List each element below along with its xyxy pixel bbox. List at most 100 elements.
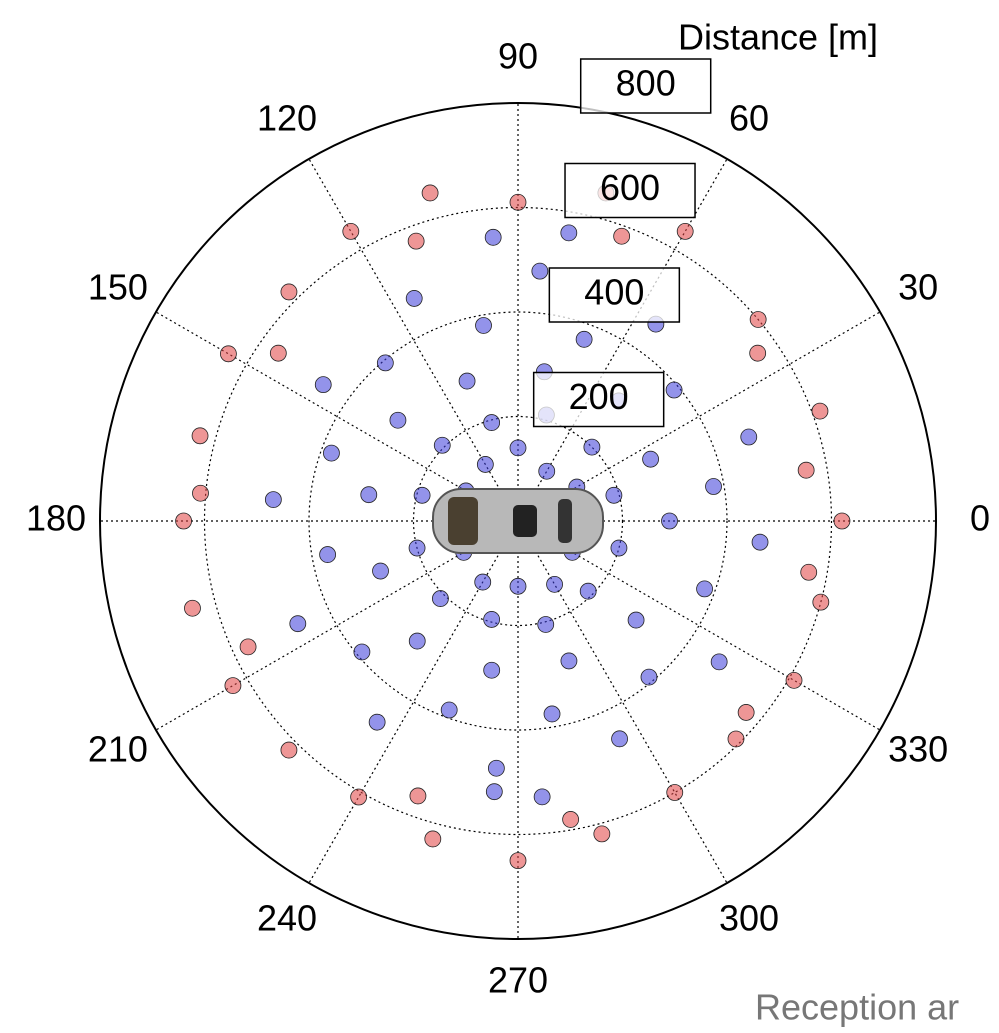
theta-tick-label: 240 bbox=[257, 898, 317, 939]
point bbox=[711, 654, 727, 670]
theta-tick-label: 60 bbox=[729, 97, 769, 138]
point bbox=[484, 415, 500, 431]
point bbox=[351, 789, 367, 805]
point bbox=[192, 485, 208, 501]
axis-label: Distance [m] bbox=[678, 17, 878, 58]
r-tick-label: 400 bbox=[584, 272, 644, 313]
point bbox=[408, 233, 424, 249]
point bbox=[225, 678, 241, 694]
point bbox=[738, 704, 754, 720]
footer-text: Reception ar bbox=[755, 987, 959, 1028]
point bbox=[611, 540, 627, 556]
point bbox=[561, 225, 577, 241]
point bbox=[220, 346, 236, 362]
point bbox=[801, 564, 817, 580]
point bbox=[361, 487, 377, 503]
point bbox=[576, 331, 592, 347]
point bbox=[432, 591, 448, 607]
point bbox=[813, 594, 829, 610]
chart: Distance [m] Reception ar 03060901201501… bbox=[0, 0, 999, 1028]
point bbox=[563, 811, 579, 827]
point bbox=[323, 445, 339, 461]
point bbox=[641, 669, 657, 685]
point bbox=[410, 788, 426, 804]
theta-tick-label: 330 bbox=[888, 729, 948, 770]
point bbox=[584, 439, 600, 455]
point bbox=[750, 311, 766, 327]
point bbox=[409, 633, 425, 649]
point bbox=[538, 616, 554, 632]
point bbox=[484, 662, 500, 678]
point bbox=[544, 706, 560, 722]
point bbox=[666, 382, 682, 398]
point bbox=[612, 731, 628, 747]
point bbox=[728, 731, 744, 747]
point bbox=[786, 672, 802, 688]
theta-tick-label: 300 bbox=[719, 898, 779, 939]
point bbox=[354, 644, 370, 660]
point bbox=[281, 284, 297, 300]
point bbox=[315, 377, 331, 393]
point bbox=[510, 194, 526, 210]
point bbox=[580, 583, 596, 599]
point bbox=[485, 229, 501, 245]
point bbox=[677, 223, 693, 239]
point bbox=[697, 581, 713, 597]
point bbox=[547, 576, 563, 592]
point bbox=[425, 831, 441, 847]
theta-tick-label: 120 bbox=[257, 97, 317, 138]
point bbox=[667, 784, 683, 800]
point bbox=[741, 429, 757, 445]
point bbox=[643, 451, 659, 467]
theta-tick-label: 210 bbox=[88, 729, 148, 770]
point bbox=[265, 492, 281, 508]
point bbox=[406, 290, 422, 306]
theta-tick-label: 270 bbox=[488, 960, 548, 1001]
point bbox=[812, 403, 828, 419]
point bbox=[409, 540, 425, 556]
point bbox=[290, 616, 306, 632]
point bbox=[561, 653, 577, 669]
point bbox=[192, 428, 208, 444]
point bbox=[614, 228, 630, 244]
point bbox=[484, 611, 500, 627]
point bbox=[532, 263, 548, 279]
point bbox=[422, 185, 438, 201]
point bbox=[750, 345, 766, 361]
theta-tick-label: 150 bbox=[88, 267, 148, 308]
r-tick-label: 200 bbox=[569, 376, 629, 417]
point bbox=[594, 826, 610, 842]
point bbox=[390, 412, 406, 428]
point bbox=[662, 513, 678, 529]
point bbox=[369, 714, 385, 730]
point bbox=[434, 437, 450, 453]
point bbox=[476, 317, 492, 333]
theta-tick-label: 30 bbox=[898, 267, 938, 308]
point bbox=[798, 462, 814, 478]
point bbox=[628, 612, 644, 628]
point bbox=[510, 853, 526, 869]
point bbox=[441, 702, 457, 718]
point bbox=[752, 534, 768, 550]
point bbox=[488, 760, 504, 776]
point bbox=[606, 487, 622, 503]
point bbox=[184, 600, 200, 616]
point bbox=[834, 513, 850, 529]
point bbox=[510, 440, 526, 456]
point bbox=[281, 742, 297, 758]
theta-tick-label: 180 bbox=[26, 498, 86, 539]
point bbox=[486, 784, 502, 800]
car-icon bbox=[433, 489, 603, 553]
theta-tick-label: 0 bbox=[970, 498, 990, 539]
point bbox=[706, 479, 722, 495]
point bbox=[459, 373, 475, 389]
r-tick-label: 800 bbox=[616, 63, 676, 104]
point bbox=[475, 574, 491, 590]
point bbox=[373, 563, 389, 579]
point bbox=[377, 355, 393, 371]
point bbox=[240, 639, 256, 655]
point bbox=[270, 345, 286, 361]
r-tick-label: 600 bbox=[600, 167, 660, 208]
point bbox=[176, 513, 192, 529]
point bbox=[539, 463, 555, 479]
